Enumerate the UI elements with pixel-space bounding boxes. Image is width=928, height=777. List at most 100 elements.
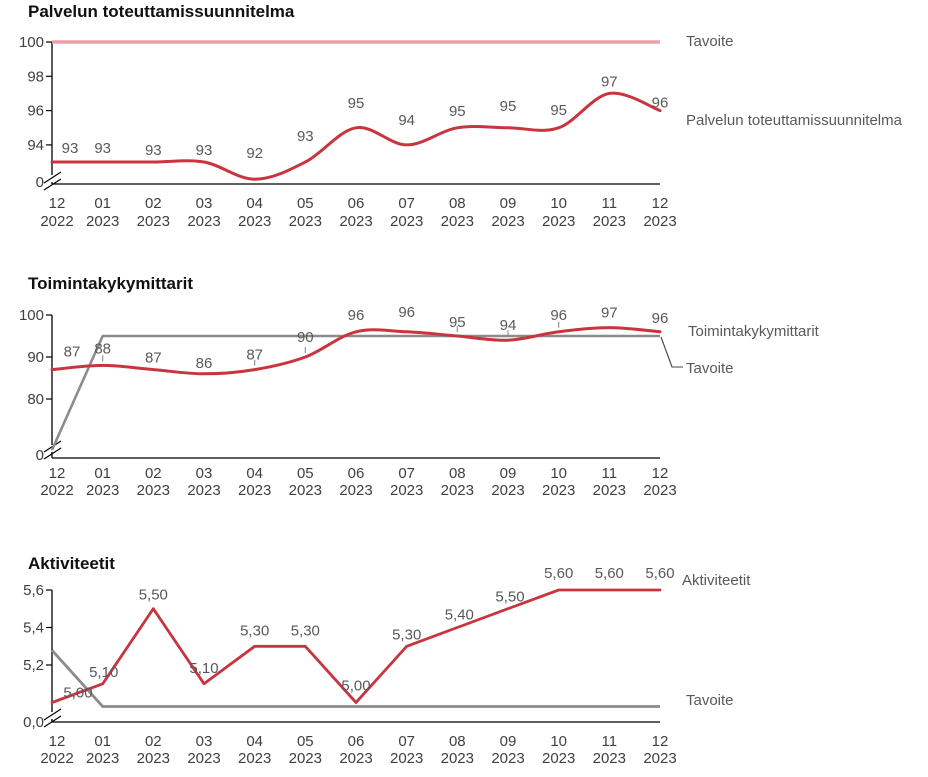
chart3-legend-tavoite: Tavoite [686,692,734,709]
y-zero-label: 0 [36,447,44,464]
x-tick-month: 05 [297,733,314,750]
data-label: 92 [246,145,263,162]
data-label: 96 [652,310,669,327]
x-tick-year: 2023 [289,750,322,767]
chart2-title: Toimintakykymittarit [28,274,194,293]
x-tick-month: 11 [602,733,618,750]
x-tick-month: 04 [246,195,263,212]
data-label: 95 [449,314,466,331]
x-tick-month: 12 [49,195,66,212]
x-tick-year: 2023 [187,750,220,767]
x-tick-year: 2023 [339,213,372,230]
x-tick-year: 2023 [86,750,119,767]
data-label: 96 [348,307,365,324]
y-tick-label: 94 [27,137,44,154]
data-label: 5,40 [445,607,474,624]
x-tick-year: 2023 [137,750,170,767]
y-tick-label: 5,6 [23,582,44,599]
x-tick-month: 08 [449,195,466,212]
x-tick-month: 07 [398,465,415,482]
x-tick-month: 02 [145,195,162,212]
chart1-title: Palvelun toteuttamissuunnitelma [28,2,295,21]
data-label: 5,60 [544,565,573,582]
x-tick-year: 2023 [238,482,271,499]
series-line [50,326,662,376]
x-tick-month: 05 [297,465,314,482]
data-label: 95 [550,102,567,119]
y-tick-label: 96 [27,103,44,120]
data-label: 5,00 [63,685,92,702]
x-tick-month: 09 [500,465,517,482]
data-label: 94 [398,112,415,129]
y-tick-label: 100 [19,34,44,51]
x-tick-month: 01 [94,195,111,212]
y-tick-label: 90 [27,349,44,366]
data-label: 95 [449,103,466,120]
x-tick-month: 12 [652,733,669,750]
x-tick-year: 2023 [643,750,676,767]
x-tick-year: 2023 [491,482,524,499]
x-tick-month: 03 [196,195,213,212]
data-label: 87 [64,344,81,361]
x-tick-year: 2022 [40,750,73,767]
x-tick-year: 2023 [542,750,575,767]
x-tick-month: 12 [49,733,66,750]
y-tick-label: 5,2 [23,657,44,674]
x-tick-month: 05 [297,195,314,212]
x-tick-year: 2023 [238,750,271,767]
x-tick-month: 12 [652,465,669,482]
axis-break-mark [43,178,62,191]
x-tick-year: 2023 [86,482,119,499]
x-tick-year: 2023 [643,213,676,230]
axis-break-mark [43,715,62,728]
data-label: 5,00 [341,678,370,695]
x-tick-year: 2022 [40,213,73,230]
data-label: 96 [550,307,567,324]
x-tick-year: 2023 [339,482,372,499]
x-tick-year: 2023 [187,482,220,499]
x-tick-year: 2023 [390,213,423,230]
x-tick-month: 07 [398,195,415,212]
target-line [50,334,660,451]
data-label: 5,10 [89,664,118,681]
x-tick-month: 08 [449,733,466,750]
x-tick-month: 01 [94,465,111,482]
x-tick-month: 02 [145,465,162,482]
data-label: 93 [196,142,213,159]
data-label: 5,60 [595,565,624,582]
x-tick-year: 2023 [137,482,170,499]
x-tick-year: 2023 [289,213,322,230]
data-label: 93 [94,140,111,157]
axis-break-mark [43,708,62,721]
axis-break-mark [43,447,62,460]
x-tick-year: 2023 [390,750,423,767]
x-tick-month: 04 [246,465,263,482]
x-tick-year: 2023 [593,482,626,499]
chart3-title: Aktiviteetit [28,554,115,573]
x-tick-month: 09 [500,733,517,750]
x-tick-month: 02 [145,733,162,750]
data-label: 5,50 [495,589,524,606]
x-tick-year: 2023 [593,750,626,767]
x-tick-month: 07 [398,733,415,750]
y-zero-label: 0,0 [23,714,44,731]
x-tick-month: 09 [500,195,517,212]
y-tick-label: 80 [27,391,44,408]
x-tick-year: 2023 [137,213,170,230]
x-tick-year: 2023 [390,482,423,499]
x-tick-year: 2023 [238,213,271,230]
x-tick-year: 2023 [593,213,626,230]
x-tick-year: 2023 [441,750,474,767]
x-tick-month: 04 [246,733,263,750]
data-label: 97 [601,73,618,90]
x-tick-year: 2023 [441,482,474,499]
x-tick-year: 2023 [491,750,524,767]
legend-leader-line [660,336,683,368]
chart1-group: 1009896940122022012023022023032023042023… [19,34,677,230]
chart3-legend-series: Aktiviteetit [682,572,751,589]
data-label: 97 [601,305,618,322]
data-label: 93 [62,140,79,157]
x-tick-month: 08 [449,465,466,482]
x-tick-month: 10 [550,733,567,750]
